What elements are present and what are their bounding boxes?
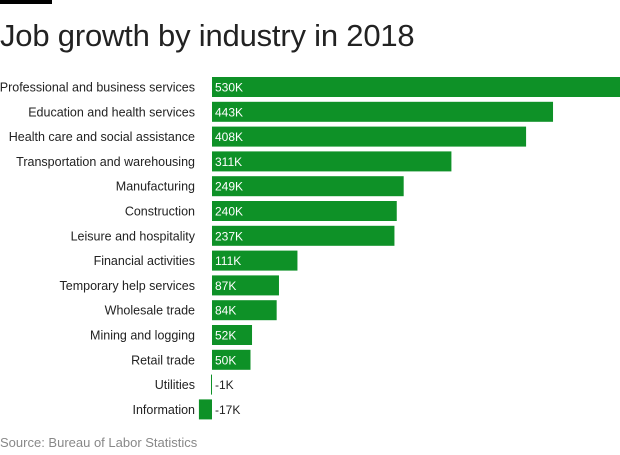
value-label-financial-activities: 111K — [215, 254, 241, 268]
value-label-retail-trade: 50K — [215, 353, 236, 367]
bar-utilities — [211, 374, 212, 395]
value-label-utilities: -1K — [215, 378, 234, 392]
category-label-utilities: Utilities — [155, 378, 195, 392]
bar-education-and-health-services — [212, 101, 554, 122]
value-label-manufacturing: 249K — [215, 180, 243, 194]
top-accent-bar — [0, 0, 52, 4]
bar-temporary-help-services — [212, 275, 279, 296]
bar-mining-and-logging — [212, 325, 253, 345]
category-label-construction: Construction — [125, 205, 195, 219]
category-label-retail-trade: Retail trade — [131, 353, 195, 367]
category-label-health-care-and-social-assistance: Health care and social assistance — [9, 130, 195, 144]
bar-professional-and-business-services — [212, 77, 620, 97]
bar-construction — [212, 201, 397, 221]
bar-health-care-and-social-assistance — [212, 126, 527, 147]
value-label-professional-and-business-services: 530K — [215, 81, 243, 95]
bar-information — [198, 399, 212, 420]
bar-chart: Professional and business services 530K Ed… — [0, 74, 620, 424]
value-label-leisure-and-hospitality: 237K — [215, 229, 243, 243]
value-label-construction: 240K — [215, 205, 243, 219]
category-label-temporary-help-services: Temporary help services — [60, 279, 195, 293]
source-note: Source: Bureau of Labor Statistics — [0, 435, 198, 450]
value-label-information: -17K — [215, 403, 240, 417]
category-label-manufacturing: Manufacturing — [116, 180, 195, 194]
value-label-transportation-and-warehousing: 311K — [215, 155, 242, 169]
category-label-mining-and-logging: Mining and logging — [90, 329, 195, 343]
category-label-professional-and-business-services: Professional and business services — [0, 81, 195, 95]
category-label-wholesale-trade: Wholesale trade — [105, 304, 195, 318]
bar-financial-activities — [212, 250, 298, 271]
category-label-transportation-and-warehousing: Transportation and warehousing — [16, 155, 195, 169]
value-label-health-care-and-social-assistance: 408K — [215, 130, 243, 144]
chart-title: Job growth by industry in 2018 — [0, 18, 415, 53]
category-label-education-and-health-services: Education and health services — [28, 105, 195, 119]
bar-wholesale-trade — [212, 300, 277, 321]
bar-manufacturing — [212, 176, 404, 197]
category-label-leisure-and-hospitality: Leisure and hospitality — [71, 229, 196, 243]
value-label-temporary-help-services: 87K — [215, 279, 236, 293]
category-label-information: Information — [132, 403, 195, 417]
value-label-wholesale-trade: 84K — [215, 304, 236, 318]
value-label-education-and-health-services: 443K — [215, 105, 243, 119]
category-label-financial-activities: Financial activities — [94, 254, 195, 268]
bar-chart-svg: Professional and business services 530K Ed… — [0, 77, 620, 420]
value-label-mining-and-logging: 52K — [215, 329, 236, 343]
bar-retail-trade — [212, 349, 251, 370]
bar-transportation-and-warehousing — [212, 151, 452, 172]
bar-leisure-and-hospitality — [212, 225, 395, 246]
